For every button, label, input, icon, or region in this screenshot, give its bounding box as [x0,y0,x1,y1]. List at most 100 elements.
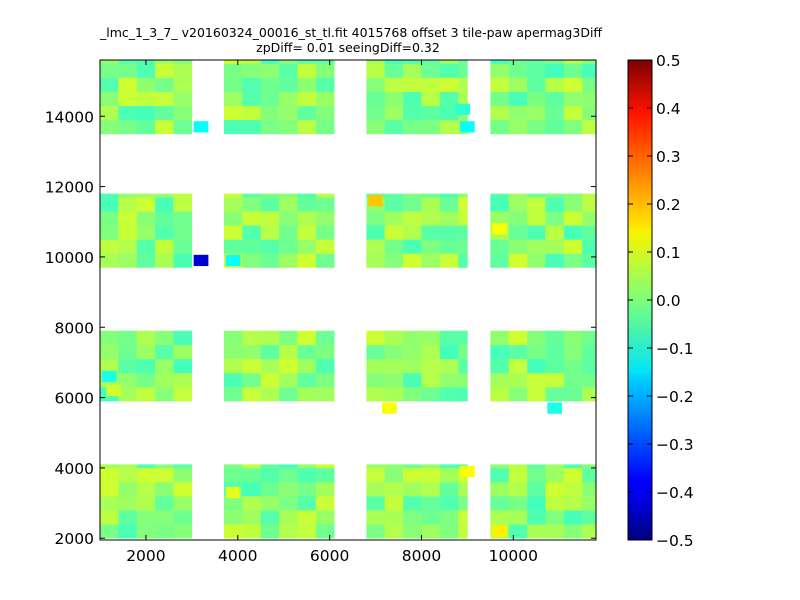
heatmap-cell [527,193,546,198]
heatmap-cell [403,358,422,374]
heatmap-cell [315,481,335,497]
heatmap-cell [458,211,468,226]
heatmap-cell [100,60,119,64]
heatmap-cell [384,105,404,121]
heatmap-cell [224,211,243,226]
heatmap-cell [155,60,174,64]
heatmap-cell [563,60,583,64]
heatmap-cell [439,464,459,469]
heatmap-cell [242,481,262,497]
heatmap-cell [173,63,193,78]
heatmap-cell [527,60,546,64]
heatmap-outlier-cell [225,254,241,267]
heatmap-cell [563,197,583,212]
heatmap-cells [100,60,596,539]
heatmap-cell [563,467,583,483]
heatmap-cell [366,496,386,511]
heatmap-cell [582,496,596,511]
heatmap-cell [582,330,596,346]
heatmap-cell [100,77,119,92]
heatmap-cell [421,387,441,402]
heatmap-cell [242,77,262,92]
heatmap-cell [136,481,156,497]
heatmap-cell [421,60,441,64]
heatmap-cell [136,225,156,240]
heatmap-cell [315,197,335,212]
heatmap-cell [279,63,298,78]
heatmap-cell [527,239,546,254]
heatmap-cell [279,105,298,121]
heatmap-cell [527,387,546,402]
heatmap-cell [100,344,119,360]
heatmap-cell [508,211,528,226]
heatmap-cell [315,496,335,511]
heatmap-cell [155,330,174,346]
heatmap-cell [545,119,565,135]
y-tick-label: 6000 [55,390,94,408]
heatmap-cell [458,63,468,78]
heatmap-cell [315,467,335,483]
heatmap-cell [100,197,119,212]
heatmap-cell [384,358,404,374]
heatmap-cell [384,467,404,483]
heatmap-cell [527,253,546,268]
heatmap-cell [458,496,468,511]
heatmap-cell [508,63,528,78]
heatmap-cell [490,464,510,469]
heatmap-cell [545,372,565,388]
plot-frame [99,59,597,541]
heatmap-cell [118,60,138,64]
heatmap-cell [118,91,138,107]
heatmap-cell [384,225,404,240]
heatmap-cell [545,77,565,92]
heatmap-cell [527,510,546,525]
heatmap-cell [439,239,459,254]
heatmap-cell [315,119,335,135]
heatmap-cell [458,387,468,402]
heatmap-cell [279,239,298,254]
heatmap-cell [297,372,317,388]
heatmap-cell [224,225,243,240]
heatmap-cell [297,60,317,64]
heatmap-cell [545,253,565,268]
heatmap-outlier-cell [460,465,475,478]
heatmap-cell [297,253,317,268]
heatmap-cell [439,91,459,107]
heatmap-cell [136,467,156,483]
heatmap-outlier-cell [492,525,507,537]
heatmap-cell [421,344,441,360]
heatmap-cell [242,60,262,64]
heatmap-cell [527,464,546,469]
heatmap-cell [508,524,528,539]
heatmap-cell [315,344,335,360]
heatmap-cell [242,496,262,511]
heatmap-cell [136,524,156,539]
heatmap-cell [136,91,156,107]
heatmap-cell [155,77,174,92]
heatmap-cell [421,77,441,92]
heatmap-cell [403,91,422,107]
heatmap-cell [545,510,565,525]
heatmap-cell [136,197,156,212]
heatmap-cell [173,358,193,374]
heatmap-cell [563,77,583,92]
heatmap-cell [527,496,546,511]
heatmap-outlier-cell [193,254,209,267]
heatmap-cell [384,253,404,268]
heatmap-cell [508,510,528,525]
heatmap-cell [421,225,441,240]
heatmap-cell [582,510,596,525]
heatmap-cell [118,193,138,198]
heatmap-cell [545,63,565,78]
heatmap-cell [260,193,280,198]
heatmap-cell [242,524,262,539]
heatmap-cell [100,253,119,268]
heatmap-cell [260,387,280,402]
heatmap-cell [260,239,280,254]
heatmap-cell [155,197,174,212]
heatmap-cell [439,496,459,511]
heatmap-cell [315,225,335,240]
heatmap-cell [260,105,280,121]
heatmap-cell [545,464,565,469]
